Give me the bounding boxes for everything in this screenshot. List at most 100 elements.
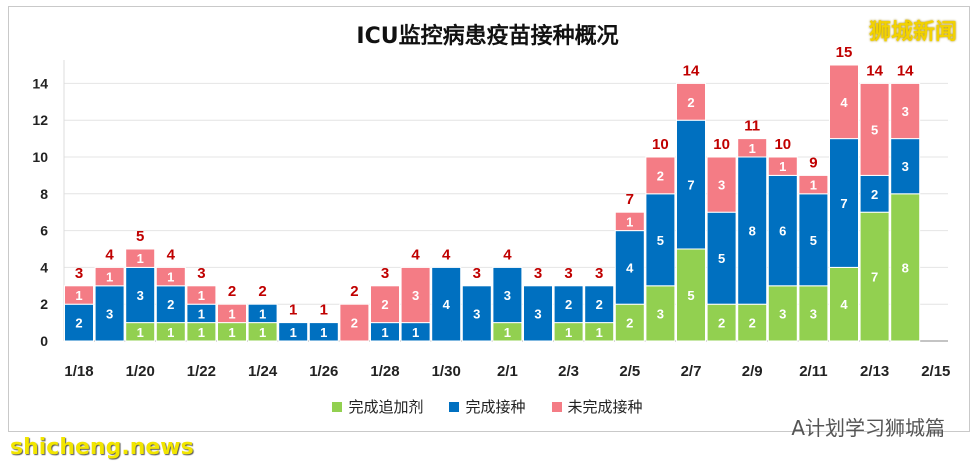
segment-label: 2 bbox=[167, 297, 174, 312]
chart-frame bbox=[8, 6, 970, 432]
segment-label: 7 bbox=[687, 178, 694, 193]
bar-segment bbox=[767, 285, 798, 342]
segment-label: 5 bbox=[810, 233, 817, 248]
segment-label: 2 bbox=[565, 297, 572, 312]
segment-label: 4 bbox=[626, 260, 634, 275]
bar-segment bbox=[767, 174, 798, 287]
x-tick-label: 1/28 bbox=[370, 363, 399, 380]
segment-label: 1 bbox=[810, 178, 817, 193]
bar-segment bbox=[584, 285, 615, 324]
legend-item-booster: 完成追加剂 bbox=[332, 396, 423, 417]
bar-segment bbox=[64, 285, 94, 305]
segment-label: 4 bbox=[840, 95, 848, 110]
bar-segment bbox=[767, 156, 798, 176]
segment-label: 2 bbox=[351, 316, 358, 331]
segment-label: 6 bbox=[779, 224, 786, 239]
segment-label: 3 bbox=[137, 288, 144, 303]
x-tick-label: 1/30 bbox=[432, 363, 461, 380]
total-label: 4 bbox=[167, 246, 176, 263]
x-tick-label: 2/9 bbox=[742, 363, 763, 380]
segment-label: 8 bbox=[902, 260, 909, 275]
total-label: 1 bbox=[320, 302, 328, 319]
segment-label: 2 bbox=[749, 316, 756, 331]
bar-segment bbox=[706, 211, 737, 305]
segment-label: 1 bbox=[565, 325, 572, 340]
bar-segment bbox=[890, 138, 921, 195]
segment-label: 1 bbox=[228, 306, 235, 321]
segment-label: 3 bbox=[473, 306, 480, 321]
bar-segment bbox=[645, 285, 676, 342]
bar-segment bbox=[737, 303, 768, 342]
bar-segment bbox=[706, 156, 737, 213]
segment-label: 2 bbox=[381, 297, 388, 312]
total-label: 3 bbox=[75, 265, 83, 282]
segment-label: 3 bbox=[902, 159, 909, 174]
total-label: 2 bbox=[228, 283, 236, 300]
segment-label: 1 bbox=[198, 325, 205, 340]
total-label: 7 bbox=[626, 191, 634, 208]
x-tick-label: 2/1 bbox=[497, 363, 518, 380]
y-tick-label: 2 bbox=[40, 296, 48, 312]
total-label: 14 bbox=[866, 62, 883, 79]
bar-segment bbox=[859, 174, 890, 213]
x-tick-label: 2/15 bbox=[921, 363, 950, 380]
bar-segment bbox=[614, 211, 645, 232]
total-label: 15 bbox=[836, 44, 853, 61]
segment-label: 1 bbox=[167, 325, 174, 340]
segment-label: 1 bbox=[596, 325, 603, 340]
segment-label: 3 bbox=[534, 306, 541, 321]
segment-label: 3 bbox=[779, 306, 786, 321]
total-label: 10 bbox=[774, 136, 791, 153]
bar-segment bbox=[461, 285, 492, 342]
bar-segment bbox=[553, 285, 584, 324]
segment-label: 1 bbox=[504, 325, 511, 340]
y-tick-label: 14 bbox=[32, 75, 48, 91]
y-tick-label: 12 bbox=[32, 112, 48, 128]
total-label: 2 bbox=[350, 283, 358, 300]
bar-segment bbox=[186, 285, 217, 305]
segment-label: 1 bbox=[198, 306, 205, 321]
segment-label: 1 bbox=[381, 325, 388, 340]
segment-label: 1 bbox=[749, 141, 756, 156]
legend-item-incomplete: 未完成接种 bbox=[551, 396, 643, 417]
bar-segment bbox=[217, 303, 247, 324]
total-label: 3 bbox=[197, 265, 205, 282]
x-tick-label: 2/3 bbox=[558, 363, 579, 380]
segment-label: 3 bbox=[902, 104, 909, 119]
y-tick-label: 10 bbox=[32, 149, 48, 165]
segment-label: 1 bbox=[167, 270, 174, 285]
bar-segment bbox=[339, 303, 370, 342]
total-label: 4 bbox=[105, 246, 114, 263]
segment-label: 4 bbox=[840, 297, 848, 312]
segment-label: 1 bbox=[228, 325, 235, 340]
total-label: 2 bbox=[258, 283, 266, 300]
x-tick-label: 1/20 bbox=[126, 363, 155, 380]
segment-label: 5 bbox=[657, 233, 664, 248]
segment-label: 1 bbox=[320, 325, 327, 340]
segment-label: 1 bbox=[137, 251, 144, 266]
segment-label: 3 bbox=[718, 178, 725, 193]
total-label: 10 bbox=[652, 136, 669, 153]
total-label: 3 bbox=[534, 265, 542, 282]
bar-segment bbox=[431, 266, 462, 342]
bar-segment bbox=[859, 82, 890, 176]
bar-segment bbox=[155, 285, 186, 324]
bar-segment bbox=[155, 266, 186, 287]
y-tick-label: 4 bbox=[40, 259, 48, 275]
segment-label: 1 bbox=[412, 325, 419, 340]
watermark-top-right: 狮城新闻 bbox=[868, 20, 957, 45]
segment-label: 7 bbox=[840, 196, 847, 211]
segment-label: 3 bbox=[106, 306, 113, 321]
bar-segment bbox=[492, 266, 523, 324]
segment-label: 5 bbox=[687, 288, 694, 303]
segment-label: 8 bbox=[749, 224, 756, 239]
total-label: 10 bbox=[713, 136, 730, 153]
bar-segment bbox=[890, 193, 921, 342]
segment-label: 1 bbox=[75, 288, 82, 303]
bar-segment bbox=[829, 266, 859, 342]
total-label: 9 bbox=[809, 154, 817, 171]
segment-label: 2 bbox=[871, 187, 878, 202]
segment-label: 1 bbox=[198, 288, 205, 303]
watermark-wechat: A计划学习狮城篇 bbox=[791, 416, 945, 440]
segment-label: 2 bbox=[718, 316, 725, 331]
